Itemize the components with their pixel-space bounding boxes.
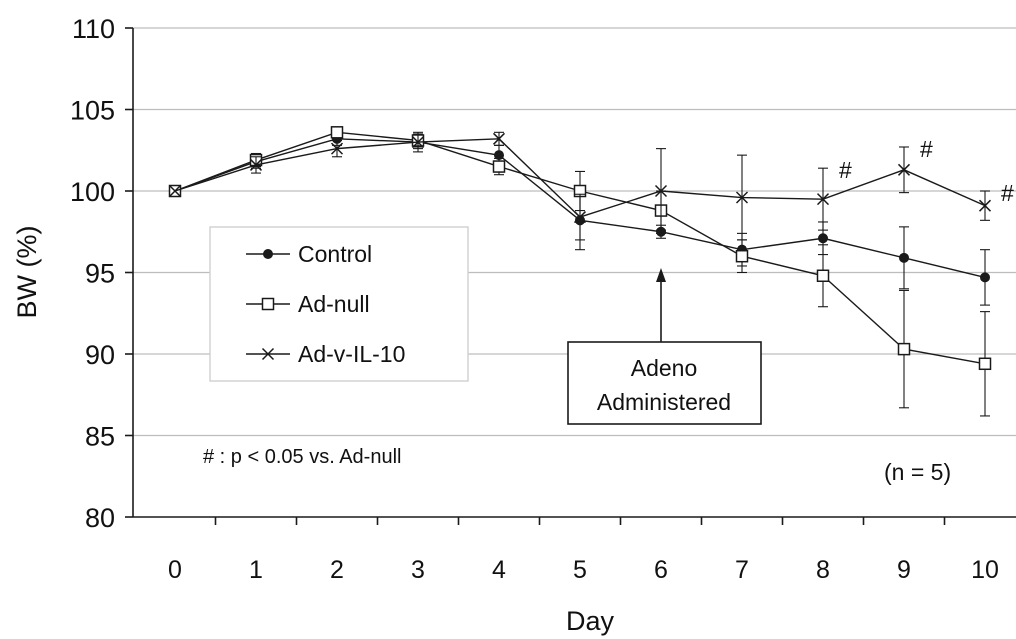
marker-dot	[494, 150, 504, 161]
adeno-line1: Adeno	[631, 355, 698, 381]
legend-item: Ad-null	[246, 291, 370, 317]
data-point	[492, 160, 506, 173]
legend-marker	[263, 249, 273, 259]
n-label: (n = 5)	[884, 459, 951, 485]
marker-cross-b	[654, 184, 668, 198]
marker-square	[978, 357, 992, 371]
y-axis-ticks: 80 85 90 95 100 105 110	[70, 14, 133, 533]
series-layer	[168, 126, 992, 417]
adeno-line2: Administered	[597, 389, 731, 415]
marker-dot	[980, 272, 990, 283]
marker-square	[897, 342, 911, 356]
x-tick-label: 5	[573, 556, 587, 584]
y-tick-label: 110	[72, 14, 115, 44]
significance-mark: #	[920, 136, 933, 162]
significance-mark: #	[839, 157, 852, 183]
marker-cross-b	[978, 199, 992, 212]
x-tick-label: 0	[168, 556, 182, 584]
x-tick-label: 8	[816, 556, 830, 584]
x-tick-label: 6	[654, 556, 668, 584]
marker-cross-b	[897, 163, 911, 176]
adeno-annotation: Adeno Administered	[567, 268, 762, 425]
data-point	[897, 163, 911, 176]
marker-square	[816, 269, 830, 283]
data-point	[735, 191, 749, 204]
x-tick-label: 9	[897, 556, 911, 584]
x-tick-label: 4	[492, 556, 506, 584]
y-tick-label: 80	[85, 503, 115, 533]
y-axis-label: BW (%)	[12, 226, 42, 319]
legend-item: Ad-v-IL-10	[246, 341, 405, 367]
legend-label: Ad-v-IL-10	[298, 341, 405, 367]
marker-cross-b	[249, 158, 263, 171]
x-axis-label: Day	[566, 606, 615, 636]
data-point	[168, 184, 182, 198]
legend-label: Ad-null	[298, 291, 370, 317]
x-tick-label: 3	[411, 556, 425, 584]
marker-cross-b	[735, 191, 749, 204]
marker-cross-b	[411, 136, 425, 149]
marker-cross-b	[573, 211, 587, 224]
x-tick-label: 7	[735, 556, 749, 584]
data-point	[818, 233, 828, 244]
series-ad-null	[168, 126, 992, 417]
arrow-head	[656, 268, 666, 282]
significance-note: # : p < 0.05 vs. Ad-null	[203, 446, 401, 468]
significance-marks: # # #	[839, 136, 1014, 206]
marker-cross-b	[168, 184, 182, 198]
adeno-box	[567, 341, 762, 425]
marker-square	[735, 249, 749, 263]
data-point	[978, 199, 992, 212]
data-point	[897, 342, 911, 356]
marker-cross-b	[261, 347, 275, 361]
x-tick-label: 10	[971, 556, 999, 584]
marker-cross-b	[492, 132, 506, 145]
marker-dot	[818, 233, 828, 244]
legend-marker	[261, 347, 275, 361]
data-point	[330, 126, 344, 139]
y-tick-label: 85	[85, 422, 115, 452]
data-point	[735, 249, 749, 263]
legend-item: Control	[246, 241, 372, 267]
data-point	[654, 184, 668, 198]
legend-marker	[261, 297, 275, 311]
data-point	[494, 150, 504, 161]
series-ad-v-il-10	[168, 131, 992, 241]
data-point	[573, 211, 587, 224]
y-tick-label: 95	[85, 259, 115, 289]
marker-square	[261, 297, 275, 311]
x-tick-label: 2	[330, 556, 344, 584]
y-tick-label: 105	[70, 96, 115, 126]
legend: Control Ad-null Ad-v-IL-10	[209, 226, 469, 382]
data-point	[330, 142, 344, 155]
data-point	[249, 158, 263, 171]
marker-cross-b	[330, 142, 344, 155]
data-point	[816, 269, 830, 283]
marker-dot	[899, 252, 909, 263]
y-tick-label: 100	[70, 177, 115, 207]
data-point	[816, 193, 830, 206]
significance-mark: #	[1001, 180, 1014, 206]
data-point	[411, 136, 425, 149]
y-tick-label: 90	[85, 340, 115, 370]
marker-dot	[263, 249, 273, 259]
data-point	[899, 252, 909, 263]
marker-square	[492, 160, 506, 173]
data-point	[978, 357, 992, 371]
data-point	[980, 272, 990, 283]
x-tick-label: 1	[249, 556, 263, 584]
marker-cross-b	[816, 193, 830, 206]
data-point	[492, 132, 506, 145]
x-axis-ticks: 0 1 2 3 4 5 6 7 8 9 10	[168, 517, 999, 584]
marker-square	[330, 126, 344, 139]
legend-label: Control	[298, 241, 372, 267]
